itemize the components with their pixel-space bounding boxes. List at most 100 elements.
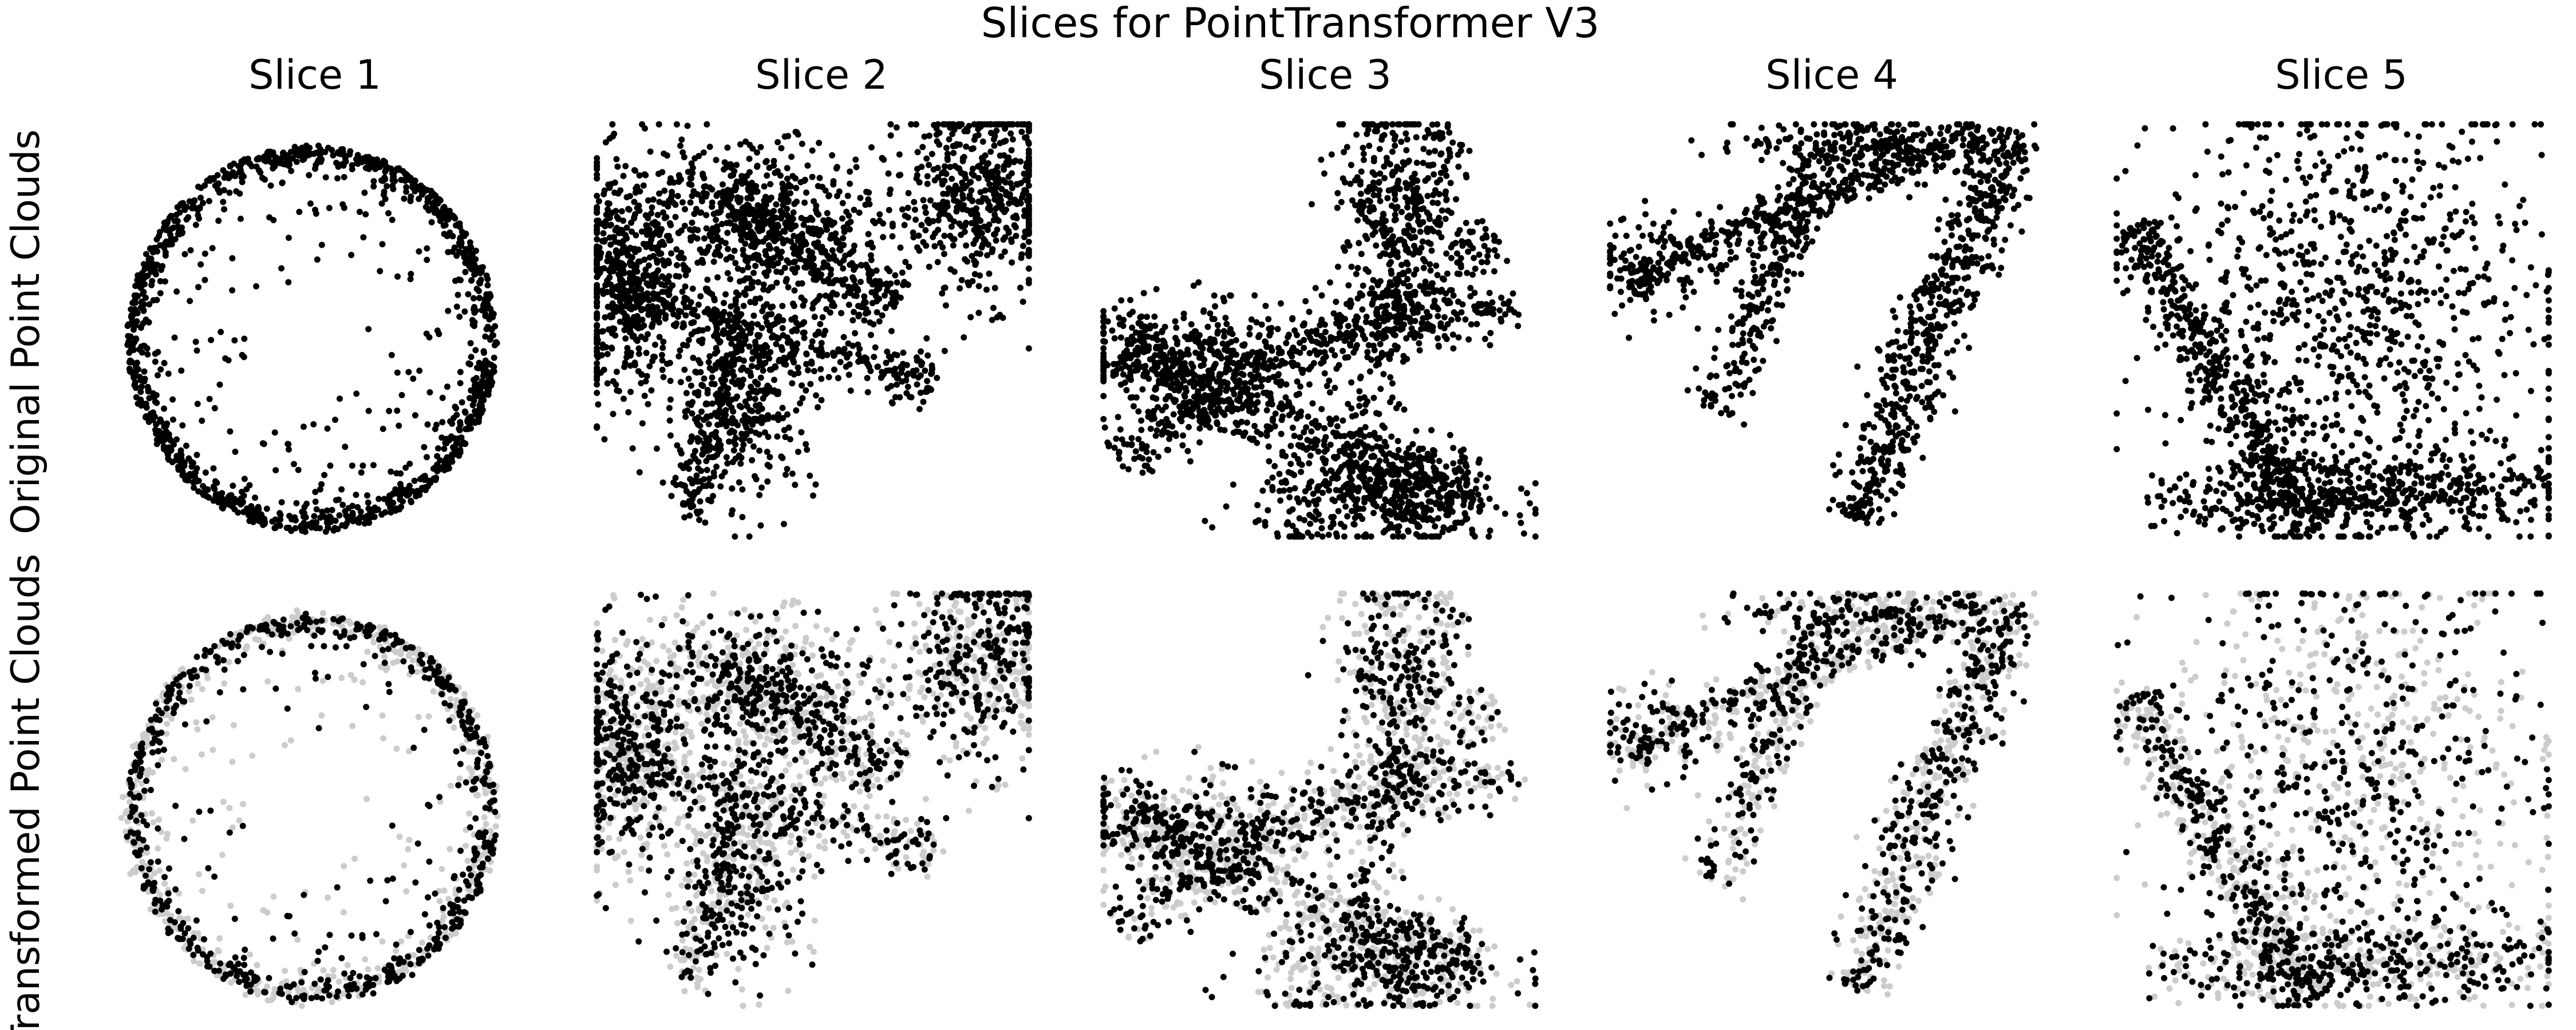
scatter-point xyxy=(460,745,467,752)
scatter-point xyxy=(621,270,627,276)
scatter-point-faded xyxy=(155,845,161,852)
scatter-point xyxy=(456,427,463,434)
scatter-point xyxy=(471,309,478,316)
scatter-point xyxy=(307,200,314,207)
scatter-point xyxy=(615,229,622,236)
scatter-point xyxy=(698,382,705,389)
scatter-point xyxy=(862,201,869,208)
scatter-point xyxy=(924,378,931,385)
scatter-point-faded xyxy=(150,819,157,826)
scatter-point xyxy=(879,154,886,161)
scatter-point xyxy=(226,189,233,196)
scatter-point xyxy=(181,721,188,728)
scatter-point xyxy=(771,229,778,236)
scatter-point xyxy=(767,181,774,188)
scatter-point xyxy=(929,366,935,373)
scatter-point xyxy=(594,236,600,243)
scatter-point-faded xyxy=(120,794,127,801)
scatter-point xyxy=(175,908,182,914)
scatter-point xyxy=(780,415,787,422)
scatter-point xyxy=(622,312,629,319)
scatter-point xyxy=(754,321,761,328)
scatter-point xyxy=(431,209,438,216)
scatter-point xyxy=(918,221,925,228)
scatter-point xyxy=(299,144,306,151)
scatter-point xyxy=(267,648,274,655)
scatter-point xyxy=(694,235,701,242)
scatter-point xyxy=(941,251,947,258)
scatter-point xyxy=(734,306,741,312)
scatter-point xyxy=(366,623,373,629)
scatter-point xyxy=(631,314,637,320)
scatter-point xyxy=(613,369,620,375)
scatter-point xyxy=(624,344,631,351)
scatter-point xyxy=(253,283,259,290)
scatter-point xyxy=(476,295,483,302)
scatter-point xyxy=(167,928,174,935)
scatter-point xyxy=(255,154,262,161)
scatter-point xyxy=(1009,259,1015,266)
scatter-point xyxy=(720,327,727,334)
scatter-point xyxy=(480,397,487,403)
scatter-point xyxy=(144,272,151,279)
scatter-point xyxy=(952,183,959,189)
scatter-point xyxy=(456,886,463,893)
scatter-point xyxy=(903,372,910,378)
scatter-point xyxy=(386,688,393,695)
scatter-point xyxy=(629,228,635,235)
scatter-point-faded xyxy=(264,997,271,1004)
scatter-point xyxy=(399,498,406,505)
scatter-point xyxy=(481,781,488,787)
scatter-point xyxy=(801,329,808,336)
scatter-point xyxy=(775,251,781,258)
scatter-point xyxy=(1008,147,1015,153)
scatter-point xyxy=(286,163,292,169)
scatter-point xyxy=(620,173,627,179)
scatter-point xyxy=(962,256,968,263)
scatter-point xyxy=(187,471,193,477)
scatter-point xyxy=(133,817,140,824)
scatter-point xyxy=(440,905,447,912)
scatter-point xyxy=(711,332,717,339)
scatter-point xyxy=(268,159,275,166)
scatter-point xyxy=(875,363,881,370)
scatter-point xyxy=(740,251,747,258)
scatter-point xyxy=(424,454,430,461)
scatter-point xyxy=(732,441,739,448)
scatter-point xyxy=(977,272,983,279)
scatter-point xyxy=(659,239,666,245)
scatter-point xyxy=(285,446,292,453)
scatter-point xyxy=(910,234,917,241)
scatter-point xyxy=(674,193,681,200)
scatter-point xyxy=(748,373,754,379)
scatter-point xyxy=(970,240,977,247)
scatter-point-faded xyxy=(319,678,326,684)
scatter-point xyxy=(669,192,675,199)
scatter-point xyxy=(142,872,149,879)
scatter-point xyxy=(161,219,168,226)
scatter-point xyxy=(217,960,224,967)
scatter-point xyxy=(818,397,825,403)
scatter-point xyxy=(468,277,475,284)
scatter-point xyxy=(628,219,635,226)
scatter-point xyxy=(659,344,666,351)
scatter-point xyxy=(178,367,185,374)
scatter-point xyxy=(482,312,489,319)
scatter-point xyxy=(312,675,319,682)
scatter-point xyxy=(270,935,276,942)
scatter-point xyxy=(688,382,694,389)
scatter-point xyxy=(311,632,318,639)
scatter-point xyxy=(931,243,938,249)
scatter-point xyxy=(329,146,335,153)
scatter-point xyxy=(1002,137,1009,144)
scatter-point xyxy=(755,279,761,286)
scatter-point xyxy=(747,285,754,292)
scatter-point xyxy=(438,464,445,471)
scatter-point xyxy=(252,494,258,501)
scatter-point xyxy=(870,217,876,224)
scatter-point xyxy=(997,140,1003,146)
scatter-point xyxy=(384,183,390,189)
scatter-point xyxy=(477,276,484,283)
scatter-point xyxy=(781,427,788,434)
scatter-point xyxy=(966,195,973,201)
